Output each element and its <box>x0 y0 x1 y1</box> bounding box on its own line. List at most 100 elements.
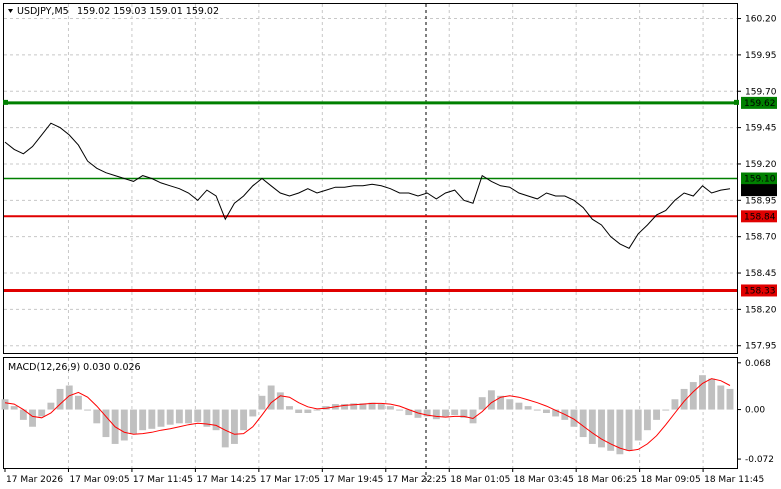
macd-histogram <box>1 375 734 455</box>
macd-histogram-bar <box>588 409 596 444</box>
macd-histogram-bar <box>230 409 238 444</box>
macd-histogram-bar <box>194 409 202 422</box>
macd-histogram-bar <box>240 409 248 431</box>
macd-histogram-bar <box>432 409 440 420</box>
time-axis[interactable]: 17 Mar 2026 17 Mar 09:05 17 Mar 11:45 17 Ma… <box>4 468 764 485</box>
macd-histogram-bar <box>203 409 211 427</box>
macd-signal-series <box>4 378 731 452</box>
level-price-tag <box>741 96 777 109</box>
macd-histogram-bar <box>212 409 220 431</box>
price-tick-label: 158.20 <box>745 305 777 315</box>
macd-histogram-bar <box>93 409 101 424</box>
macd-histogram-bar <box>157 409 165 427</box>
macd-histogram-bar <box>10 406 18 410</box>
price-axis[interactable]: 160.20 159.95 159.70 159.45 159.20 158.95 158.… <box>737 15 777 352</box>
macd-histogram-bar <box>295 409 303 413</box>
macd-subwindow-frame[interactable] <box>3 357 738 469</box>
time-tick-label: 18 Mar 03:45 <box>514 475 574 485</box>
level-price-tag-label: 158.84 <box>744 212 776 222</box>
macd-histogram-bar <box>304 409 312 413</box>
level-handle[interactable] <box>734 99 739 105</box>
macd-header-label: MACD(12,26,9) 0.030 0.026 <box>8 362 141 373</box>
macd-histogram-bar <box>341 404 348 410</box>
macd-histogram-bar <box>625 409 633 451</box>
macd-histogram-bar <box>689 382 697 410</box>
price-tick-label: 157.95 <box>745 342 777 352</box>
level-price-tag <box>741 210 777 223</box>
macd-histogram-bar <box>515 402 523 410</box>
macd-histogram-bar <box>451 409 459 416</box>
macd-histogram-bar <box>65 385 73 410</box>
macd-histogram-bar <box>56 388 64 410</box>
macd-histogram-bar <box>552 409 560 417</box>
macd-histogram-bar <box>487 390 495 410</box>
macd-histogram-bar <box>570 409 578 427</box>
macd-histogram-bar <box>267 385 275 410</box>
macd-histogram-bar <box>19 409 27 420</box>
macd-histogram-bar <box>543 409 550 413</box>
macd-histogram-bar <box>139 409 147 431</box>
macd-histogram-bar <box>387 406 394 410</box>
current-price-tag <box>741 184 777 197</box>
macd-histogram-bar <box>708 378 716 410</box>
price-tick-label: 159.70 <box>745 87 777 97</box>
macd-histogram-bar <box>249 409 257 417</box>
macd-signal-line <box>4 378 731 452</box>
time-tick-label: 17 Mar 11:45 <box>133 475 193 485</box>
macd-histogram-bar <box>120 409 128 441</box>
price-chart-frame[interactable] <box>3 3 738 354</box>
macd-tick-label: 0.068 <box>745 359 771 369</box>
macd-histogram-bar <box>671 399 679 410</box>
price-series <box>4 122 731 249</box>
price-tick-label: 159.45 <box>745 124 777 134</box>
macd-histogram-bar <box>469 409 477 424</box>
macd-histogram-bar <box>84 409 92 411</box>
triangle-down-icon[interactable] <box>8 9 13 13</box>
time-tick-label: 17 Mar 19:45 <box>323 475 383 485</box>
macd-axis[interactable]: 0.068 0.00 -0.072 <box>737 359 774 465</box>
price-tick-label: 158.95 <box>745 196 777 206</box>
macd-histogram-bar <box>634 409 642 441</box>
macd-histogram-bar <box>148 409 156 429</box>
macd-histogram-bar <box>130 409 137 434</box>
price-tick-label: 159.20 <box>745 160 777 170</box>
time-tick-label: 17 Mar 2026 <box>6 475 63 485</box>
macd-histogram-bar <box>185 409 192 424</box>
level-price-tag-label: 158.33 <box>744 286 776 296</box>
macd-histogram-bar <box>29 409 36 427</box>
symbol-label: USDJPY,M5 <box>17 6 69 17</box>
macd-histogram-bar <box>175 409 183 424</box>
price-tick-label: 158.70 <box>745 233 777 243</box>
macd-histogram-bar <box>662 409 670 411</box>
macd-histogram-bar <box>276 392 284 410</box>
macd-histogram-bar <box>506 399 514 410</box>
macd-histogram-bar <box>598 409 605 448</box>
macd-histogram-bar <box>350 403 358 410</box>
time-tick-label: 18 Mar 06:25 <box>577 475 637 485</box>
price-tick-label: 160.20 <box>745 15 777 25</box>
macd-histogram-bar <box>460 409 468 418</box>
macd-histogram-bar <box>607 409 615 451</box>
macd-histogram-bar <box>423 409 431 417</box>
time-tick-label: 17 Mar 14:25 <box>196 475 256 485</box>
macd-histogram-bar <box>258 395 266 410</box>
macd-histogram-bar <box>699 375 706 410</box>
macd-histogram-bar <box>414 409 422 418</box>
price-tick-label: 159.95 <box>745 51 777 61</box>
macd-tick-label: 0.00 <box>745 406 765 416</box>
macd-histogram-bar <box>680 388 688 410</box>
time-tick-label: 17 Mar 17:05 <box>260 475 320 485</box>
macd-histogram-bar <box>38 409 46 417</box>
level-price-tag-label: 159.10 <box>744 175 776 185</box>
macd-histogram-bar <box>313 409 321 411</box>
macd-histogram-bar <box>533 409 541 411</box>
macd-histogram-bar <box>643 409 651 431</box>
time-tick-label: 18 Mar 09:05 <box>641 475 701 485</box>
price-line <box>4 122 731 249</box>
level-handle[interactable] <box>3 99 8 105</box>
time-tick-label: 17 Mar 09:05 <box>69 475 129 485</box>
macd-histogram-bar <box>47 402 55 410</box>
macd-tick-label: -0.072 <box>745 455 774 465</box>
macd-histogram-bar <box>653 409 661 420</box>
